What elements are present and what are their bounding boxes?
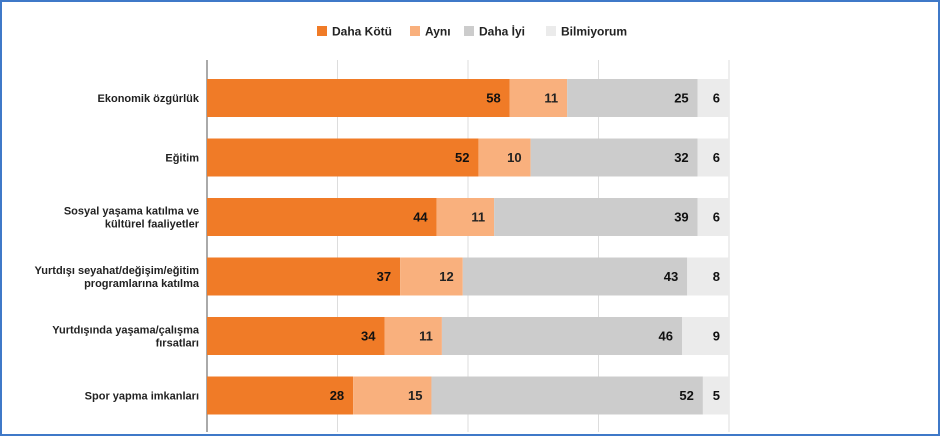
bar-daha-kotu — [207, 257, 401, 296]
legend-swatch-ayni — [410, 26, 420, 36]
data-label: 25 — [674, 91, 688, 106]
data-label: 37 — [377, 269, 391, 284]
category-label: Yurtdışı seyahat/değişim/eğitim programla… — [35, 265, 200, 290]
data-label: 52 — [679, 388, 693, 403]
bar-ayni — [478, 138, 531, 177]
category-labels: Ekonomik özgürlük Eğitim Sosyal yaşama kat… — [35, 93, 200, 403]
legend-swatch-daha-kotu — [317, 26, 327, 36]
bar-daha-iyi — [441, 317, 683, 355]
data-label: 44 — [413, 210, 428, 225]
bar-daha-kotu — [207, 138, 479, 177]
bar-ayni — [353, 376, 432, 415]
bar-bilmiyorum — [697, 79, 729, 117]
legend-label-daha-iyi: Daha İyi — [479, 24, 525, 39]
bar-daha-kotu — [207, 198, 437, 236]
data-label: 34 — [361, 329, 376, 344]
data-label: 32 — [674, 150, 688, 165]
bar-daha-iyi — [431, 376, 703, 415]
data-label: 5 — [713, 388, 720, 403]
bar-bilmiyorum — [682, 317, 729, 355]
legend-label-ayni: Aynı — [425, 25, 451, 39]
grid-lines — [206, 60, 730, 432]
data-label: 52 — [455, 150, 469, 165]
bar-daha-kotu — [207, 79, 510, 117]
data-label: 58 — [486, 91, 500, 106]
data-label: 11 — [544, 91, 558, 106]
data-label: 10 — [507, 150, 521, 165]
data-label: 39 — [674, 210, 688, 225]
data-label: 6 — [713, 150, 720, 165]
category-label: Yurtdışında yaşama/çalışma fırsatları — [52, 325, 200, 350]
bar-ayni — [509, 79, 568, 117]
data-label: 12 — [439, 269, 453, 284]
bars: 58 11 25 6 52 10 32 6 44 11 39 6 37 12 43 8 34 11 46 9 28 15 5… — [207, 79, 729, 415]
bar-ayni — [400, 257, 463, 296]
data-label: 46 — [659, 329, 673, 344]
bar-bilmiyorum — [697, 138, 729, 177]
data-label: 11 — [419, 329, 433, 344]
data-label: 6 — [713, 210, 720, 225]
bar-ayni — [384, 317, 442, 355]
data-label: 15 — [408, 388, 422, 403]
bar-bilmiyorum — [697, 198, 729, 236]
data-label: 28 — [330, 388, 344, 403]
bar-daha-iyi — [462, 257, 688, 296]
bar-daha-iyi — [567, 79, 698, 117]
legend: Daha Kötü Aynı Daha İyi Bilmiyorum — [317, 24, 627, 39]
category-label: Spor yapma imkanları — [85, 391, 199, 403]
data-label: 8 — [713, 269, 720, 284]
data-label: 9 — [713, 329, 720, 344]
legend-swatch-daha-iyi — [464, 26, 474, 36]
legend-swatch-bilmiyorum — [546, 26, 556, 36]
legend-label-daha-kotu: Daha Kötü — [332, 25, 392, 39]
category-label: Sosyal yaşama katılma ve kültürel faaliye… — [64, 206, 200, 231]
bar-daha-iyi — [530, 138, 698, 177]
data-label: 6 — [713, 91, 720, 106]
bar-ayni — [436, 198, 495, 236]
bar-bilmiyorum — [702, 376, 729, 415]
legend-label-bilmiyorum: Bilmiyorum — [561, 25, 627, 39]
bar-daha-kotu — [207, 376, 354, 415]
bar-bilmiyorum — [687, 257, 729, 296]
category-label: Eğitim — [165, 153, 199, 165]
bar-daha-iyi — [494, 198, 698, 236]
data-label: 11 — [471, 210, 485, 225]
data-label: 43 — [664, 269, 678, 284]
bar-daha-kotu — [207, 317, 385, 355]
category-label: Ekonomik özgürlük — [98, 93, 200, 105]
